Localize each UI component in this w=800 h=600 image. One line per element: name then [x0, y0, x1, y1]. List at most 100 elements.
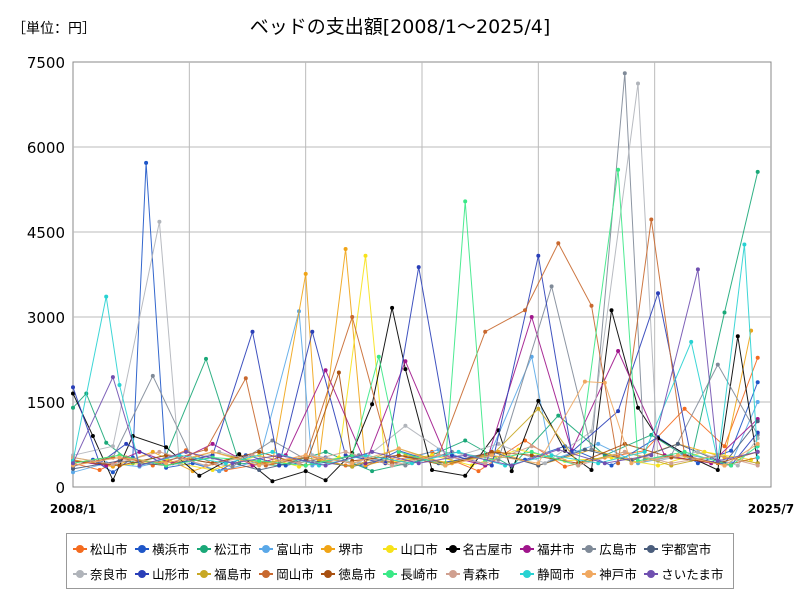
- legend-swatch: [383, 569, 398, 578]
- data-point: [509, 463, 514, 468]
- data-point: [257, 463, 262, 468]
- data-point: [403, 463, 408, 468]
- legend-label: 松山市: [90, 542, 128, 557]
- data-point: [742, 242, 747, 247]
- legend-label: 静岡市: [537, 567, 575, 582]
- data-point: [243, 376, 248, 381]
- y-tick-label: 0: [55, 479, 65, 497]
- data-point: [104, 440, 109, 445]
- data-point: [589, 429, 594, 434]
- data-point: [529, 453, 534, 458]
- data-point: [403, 367, 408, 372]
- data-point: [270, 438, 275, 443]
- data-point: [529, 444, 534, 449]
- legend-label: 奈良市: [90, 567, 128, 582]
- data-point: [689, 339, 694, 344]
- legend-swatch: [321, 544, 336, 553]
- data-point: [489, 453, 494, 458]
- data-point: [589, 303, 594, 308]
- data-point: [237, 452, 242, 457]
- data-point: [562, 464, 567, 469]
- data-point: [536, 461, 541, 466]
- legend-item: 山口市: [383, 539, 441, 558]
- data-point: [270, 449, 275, 454]
- legend-label: 富山市: [276, 542, 314, 557]
- legend-swatch: [135, 569, 150, 578]
- data-point: [675, 453, 680, 458]
- data-point: [71, 391, 75, 396]
- data-point: [310, 329, 315, 334]
- data-point: [250, 463, 255, 468]
- x-tick-label: 2025/7: [748, 502, 794, 516]
- legend-item: 青森市: [445, 564, 517, 583]
- legend-marker-icon: [647, 569, 656, 578]
- data-point: [370, 402, 375, 407]
- legend-swatch: [259, 544, 274, 553]
- data-point: [755, 419, 760, 424]
- data-point: [350, 461, 355, 466]
- data-point: [110, 444, 115, 449]
- data-point: [350, 315, 355, 319]
- legend-marker-icon: [76, 544, 84, 553]
- data-point: [323, 449, 328, 454]
- data-point: [336, 370, 341, 375]
- data-point: [396, 446, 401, 451]
- data-point: [576, 463, 581, 468]
- legend-swatch: [73, 544, 87, 553]
- legend-item: 名古屋市: [445, 539, 517, 558]
- legend-marker-icon: [324, 544, 333, 553]
- data-point: [137, 463, 142, 468]
- data-point: [343, 449, 348, 454]
- legend-swatch: [582, 569, 597, 578]
- legend-marker-icon: [324, 569, 333, 578]
- data-point: [636, 405, 640, 410]
- data-point: [71, 385, 75, 390]
- data-point: [210, 441, 215, 446]
- data-point: [204, 356, 208, 361]
- legend-item: 松山市: [73, 539, 131, 558]
- legend-swatch: [259, 569, 274, 578]
- legend-marker-icon: [76, 569, 84, 578]
- unit-label: ［単位：円］: [12, 21, 96, 37]
- data-point: [622, 71, 627, 76]
- data-point: [390, 463, 395, 468]
- data-point: [496, 441, 501, 446]
- legend-marker-icon: [647, 544, 656, 553]
- data-point: [755, 449, 760, 454]
- data-point: [656, 463, 660, 468]
- legend-marker-icon: [585, 569, 594, 578]
- data-point: [257, 449, 262, 454]
- legend-swatch: [445, 569, 460, 578]
- data-point: [755, 455, 760, 460]
- legend-marker-icon: [138, 544, 147, 553]
- data-point: [190, 469, 195, 474]
- data-point: [556, 447, 561, 452]
- legend-swatch: [321, 569, 336, 578]
- data-point: [722, 444, 727, 449]
- legend-item: 長崎市: [383, 564, 441, 583]
- data-point: [270, 479, 275, 484]
- legend-label: 長崎市: [400, 567, 438, 582]
- data-point: [729, 448, 734, 453]
- legend-item: 神戸市: [582, 564, 640, 583]
- data-point: [755, 400, 760, 404]
- legend-label: 福島市: [214, 567, 252, 582]
- series-19: [71, 267, 760, 468]
- data-point: [390, 305, 395, 310]
- x-tick-label: 2016/10: [395, 502, 449, 516]
- data-point: [150, 373, 155, 378]
- data-point: [110, 478, 115, 483]
- data-point: [110, 470, 115, 475]
- data-point: [463, 473, 468, 478]
- data-point: [217, 469, 222, 474]
- data-point: [164, 445, 169, 450]
- legend: 松山市 横浜市 松江市 富山市 堺市 山口市 名古屋市 福井市 広島市 宇都宮市 奈良市 山形市 福島市…: [66, 533, 734, 589]
- legend-label: 福井市: [537, 542, 575, 557]
- data-point: [71, 466, 75, 471]
- data-point: [489, 463, 494, 468]
- data-point: [616, 461, 621, 466]
- data-point: [230, 461, 235, 466]
- data-point: [230, 464, 235, 469]
- data-point: [71, 470, 75, 475]
- data-point: [297, 461, 301, 466]
